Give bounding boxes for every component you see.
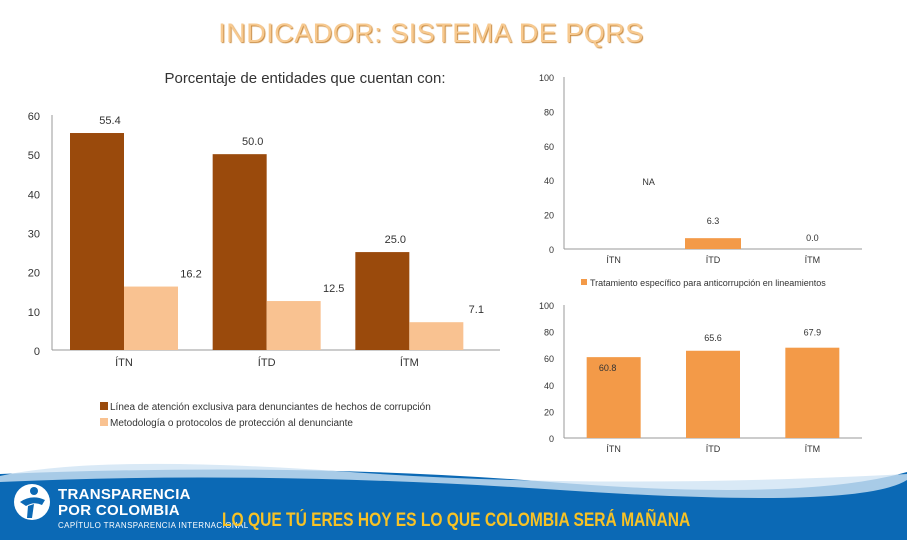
y-tick-label: 60 — [544, 142, 554, 152]
footer-wave-decoration — [0, 462, 907, 498]
y-tick-label: 100 — [539, 73, 554, 83]
bar-series2-0 — [124, 286, 178, 350]
logo-text-line2: POR COLOMBIA — [58, 502, 180, 519]
logo-text-line1: TRANSPARENCIA — [58, 486, 191, 503]
y-tick-label: 0 — [549, 434, 554, 444]
bar-1 — [685, 238, 741, 249]
y-tick-label: 60 — [28, 111, 40, 123]
y-tick-label: 0 — [34, 346, 40, 358]
y-tick-label: 10 — [28, 307, 40, 319]
y-tick-label: 80 — [544, 107, 554, 117]
y-tick-label: 50 — [28, 150, 40, 162]
x-tick-label: ÍTD — [706, 444, 721, 454]
legend-swatch — [100, 418, 108, 426]
y-tick-label: 60 — [544, 354, 554, 364]
bar-1 — [686, 350, 740, 438]
y-tick-label: 40 — [544, 176, 554, 186]
bar-series2-1 — [266, 301, 321, 350]
data-label: 7.1 — [469, 304, 484, 316]
legend-label: Línea de atención exclusiva para denunci… — [110, 402, 431, 413]
x-tick-label: ÍTN — [606, 255, 621, 265]
legend-swatch — [581, 279, 587, 285]
transparencia-logo-icon — [14, 484, 50, 520]
y-tick-label: 40 — [544, 381, 554, 391]
x-tick-label: ÍTD — [258, 356, 276, 369]
bar-2 — [785, 347, 840, 438]
x-tick-label: ÍTM — [805, 444, 821, 454]
x-tick-label: ÍTN — [606, 444, 621, 454]
chart-subtitle: Porcentaje de entidades que cuentan con: — [164, 70, 446, 87]
data-label: 12.5 — [323, 283, 344, 295]
x-tick-label: ÍTN — [115, 356, 133, 369]
treatment-bar-chart: 0 20 40 60 80 100 NA ÍTN 6.3 ÍTD 0.0 ÍTM Tratamiento… — [539, 73, 862, 288]
x-tick-label: ÍTM — [400, 356, 419, 369]
data-label: 16.2 — [180, 269, 201, 281]
data-label: NA — [642, 177, 655, 187]
y-tick-label: 30 — [28, 229, 40, 241]
y-tick-label: 80 — [544, 328, 554, 338]
data-label: 60.8 — [599, 363, 617, 373]
x-tick-label: ÍTM — [805, 255, 821, 265]
legend-label: Metodología o protocolos de protección a… — [110, 418, 353, 429]
y-tick-label: 20 — [28, 268, 40, 280]
bar-series1-2 — [355, 252, 410, 350]
data-label: 65.6 — [704, 333, 722, 343]
y-tick-label: 0 — [549, 245, 554, 255]
legend-label: Tratamiento específico para anticorrupci… — [590, 278, 826, 288]
data-label: 55.4 — [99, 115, 120, 127]
y-tick-label: 20 — [544, 211, 554, 221]
y-tick-label: 40 — [28, 189, 40, 201]
data-label: 25.0 — [385, 234, 406, 246]
data-label: 6.3 — [707, 216, 720, 226]
page-title: INDICADOR: SISTEMA DE PQRS — [218, 18, 644, 48]
data-label: 67.9 — [804, 328, 822, 338]
slogan-text: LO QUE TÚ ERES HOY ES LO QUE COLOMBIA SE… — [222, 510, 691, 531]
y-tick-label: 100 — [539, 301, 554, 311]
footer-banner — [0, 462, 907, 540]
logo-subtitle: CAPÍTULO TRANSPARENCIA INTERNACIONAL — [58, 521, 249, 530]
y-tick-label: 20 — [544, 407, 554, 417]
bar-series1-1 — [212, 154, 267, 350]
legend-swatch — [100, 402, 108, 410]
main-bar-chart: 0 10 20 30 40 50 60 55.4 16.2 ÍTN 50.0 12.5 ÍTD 25.0 7… — [28, 111, 500, 429]
data-label: 50.0 — [242, 136, 263, 148]
data-label: 0.0 — [806, 233, 819, 243]
bar-series2-2 — [409, 322, 464, 350]
bar-series1-0 — [70, 133, 124, 350]
x-tick-label: ÍTD — [706, 255, 721, 265]
bar-0 — [586, 357, 641, 438]
